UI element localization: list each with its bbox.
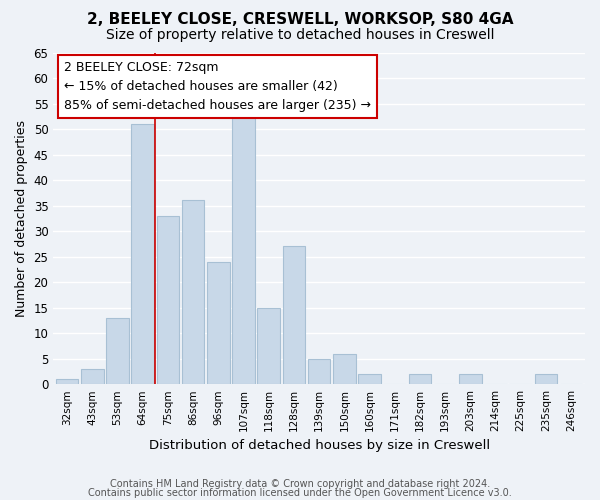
Text: 2 BEELEY CLOSE: 72sqm
← 15% of detached houses are smaller (42)
85% of semi-deta: 2 BEELEY CLOSE: 72sqm ← 15% of detached … — [64, 61, 371, 112]
Bar — [459, 374, 482, 384]
Bar — [131, 124, 154, 384]
Bar — [106, 318, 129, 384]
Bar — [232, 108, 255, 384]
Bar — [81, 369, 104, 384]
Bar — [308, 358, 331, 384]
Bar — [182, 200, 205, 384]
Bar — [257, 308, 280, 384]
Bar — [535, 374, 557, 384]
Bar — [333, 354, 356, 384]
Bar — [56, 379, 79, 384]
Bar — [207, 262, 230, 384]
Bar — [409, 374, 431, 384]
Text: Contains public sector information licensed under the Open Government Licence v3: Contains public sector information licen… — [88, 488, 512, 498]
Bar — [283, 246, 305, 384]
Text: 2, BEELEY CLOSE, CRESWELL, WORKSOP, S80 4GA: 2, BEELEY CLOSE, CRESWELL, WORKSOP, S80 … — [87, 12, 513, 28]
X-axis label: Distribution of detached houses by size in Creswell: Distribution of detached houses by size … — [149, 440, 490, 452]
Y-axis label: Number of detached properties: Number of detached properties — [15, 120, 28, 317]
Text: Contains HM Land Registry data © Crown copyright and database right 2024.: Contains HM Land Registry data © Crown c… — [110, 479, 490, 489]
Bar — [157, 216, 179, 384]
Text: Size of property relative to detached houses in Creswell: Size of property relative to detached ho… — [106, 28, 494, 42]
Bar — [358, 374, 381, 384]
